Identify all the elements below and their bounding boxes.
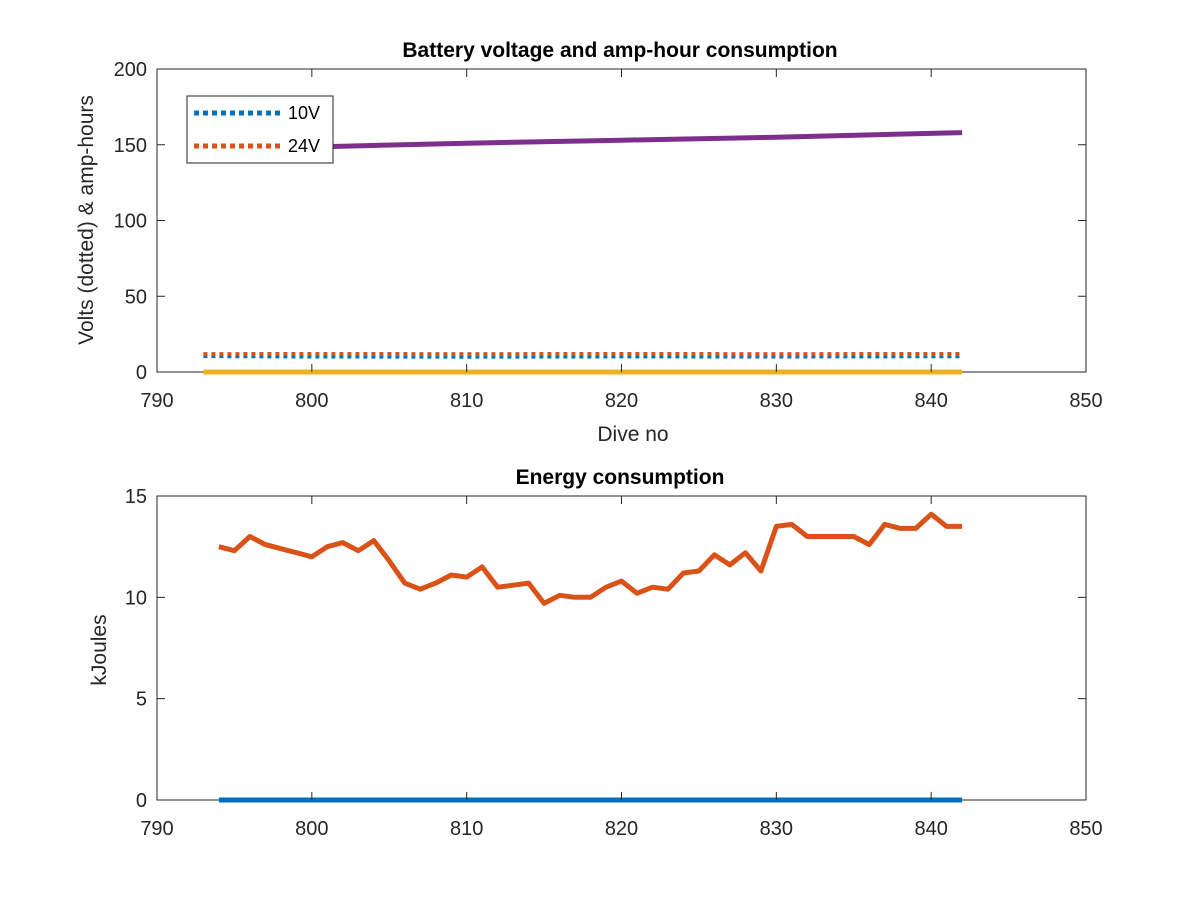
- battery-chart-ticks: 790 800 810 820 830 840 850 0 50 100 150 200: [114, 59, 1103, 412]
- energy-chart-xtick-label: 850: [1069, 818, 1102, 840]
- battery-chart-xtick-label: 830: [760, 390, 793, 412]
- battery-chart-ytick-label: 150: [114, 135, 147, 157]
- energy-chart-xtick-label: 790: [140, 818, 173, 840]
- battery-chart-title: Battery voltage and amp-hour consumption: [402, 39, 837, 62]
- battery-chart-xlabel: Dive no: [597, 423, 668, 446]
- energy-chart-series: [218, 511, 963, 803]
- energy-chart-ytick-label: 5: [136, 689, 147, 711]
- energy-chart-ticks: 790 800 810 820 830 840 850 0 5 10 15: [125, 486, 1103, 840]
- battery-chart-ytick-label: 100: [114, 211, 147, 233]
- battery-chart-xtick-label: 800: [295, 390, 328, 412]
- battery-chart-ylabel: Volts (dotted) & amp-hours: [75, 95, 98, 345]
- energy-chart-xtick-label: 820: [605, 818, 638, 840]
- battery-chart-xtick-label: 840: [914, 390, 947, 412]
- legend-label-10v: 10V: [288, 103, 320, 123]
- battery-chart-ytick-label: 200: [114, 59, 147, 81]
- energy-chart-ylabel: kJoules: [88, 614, 111, 685]
- energy-chart-title: Energy consumption: [516, 466, 725, 489]
- legend-box: [186, 95, 334, 164]
- energy-chart-xtick-label: 800: [295, 818, 328, 840]
- energy-chart: Energy consumption 790 800 810 820 830 840 850…: [88, 466, 1103, 840]
- battery-chart-ytick-label: 50: [125, 286, 147, 308]
- battery-chart-xtick-label: 790: [140, 390, 173, 412]
- energy-chart-ytick-label: 10: [125, 587, 147, 609]
- battery-chart-legend: 10V 24V: [186, 95, 334, 164]
- battery-chart-xtick-label: 850: [1069, 390, 1102, 412]
- energy-chart-ytick-label: 15: [125, 486, 147, 508]
- battery-chart-xtick-label: 820: [605, 390, 638, 412]
- energy-chart-xtick-label: 840: [914, 818, 947, 840]
- legend-label-24v: 24V: [288, 136, 320, 156]
- battery-chart-xtick-label: 810: [450, 390, 483, 412]
- battery-chart-ytick-label: 0: [136, 362, 147, 384]
- energy-chart-xtick-label: 810: [450, 818, 483, 840]
- energy-chart-series-line: [218, 511, 963, 606]
- energy-chart-xtick-label: 830: [760, 818, 793, 840]
- battery-chart-series-line: [203, 354, 963, 359]
- energy-chart-ytick-label: 0: [136, 790, 147, 812]
- battery-chart: Battery voltage and amp-hour consumption…: [75, 39, 1103, 446]
